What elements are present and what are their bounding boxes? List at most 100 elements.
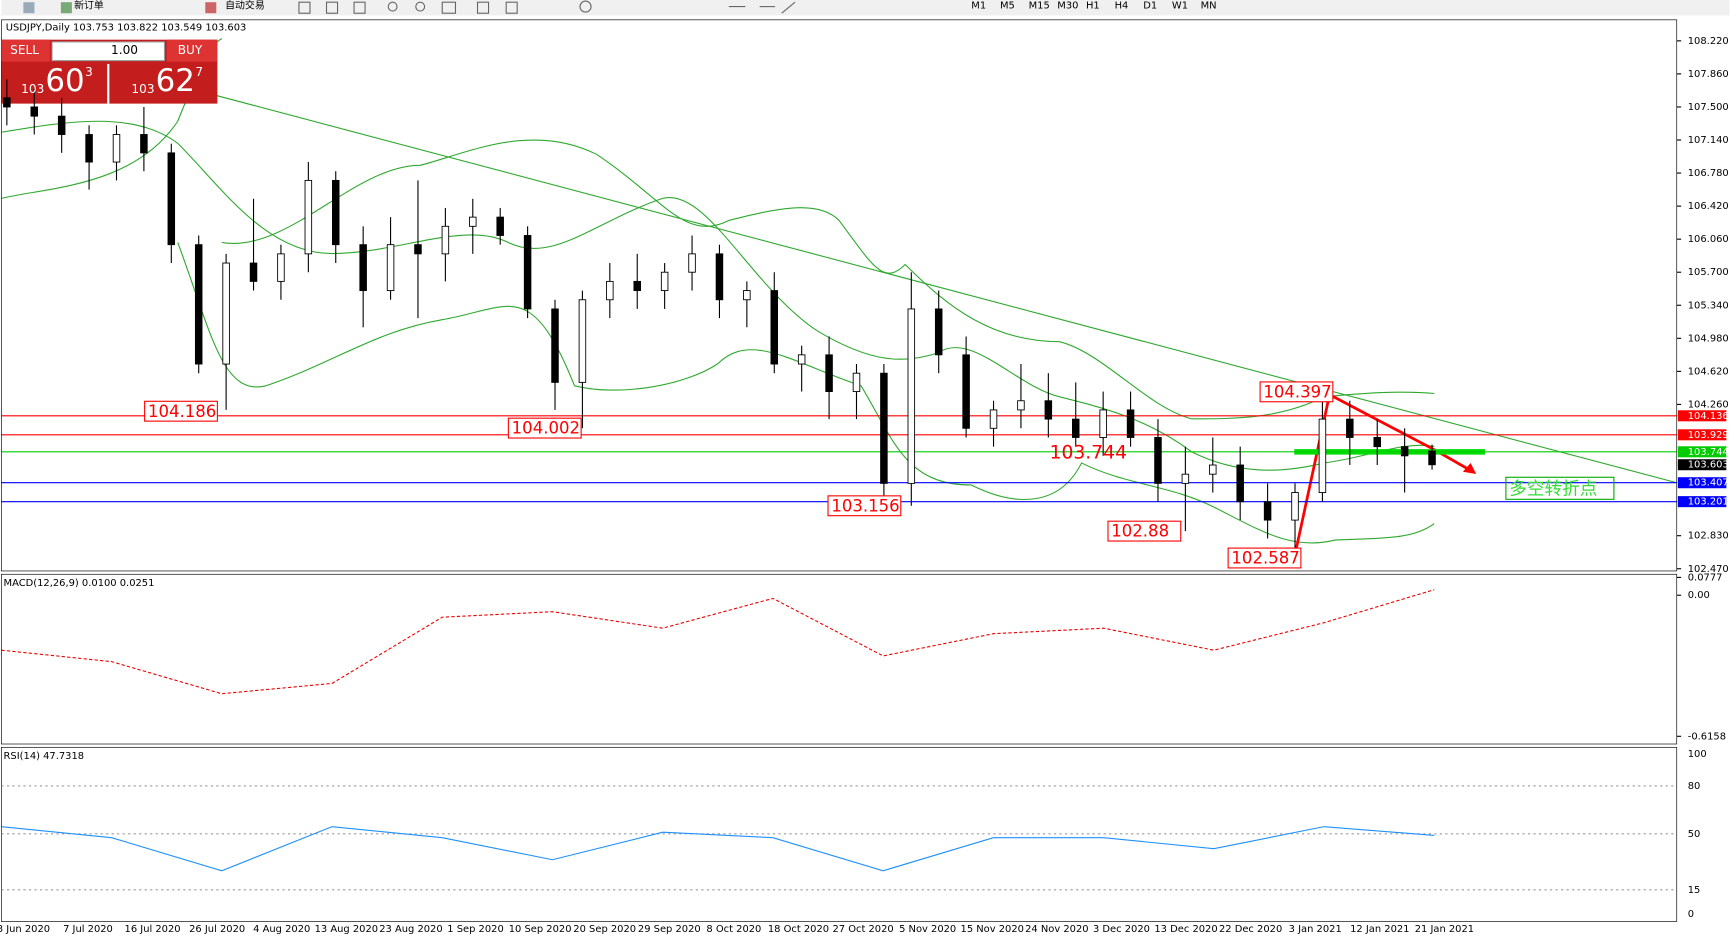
price-annotation: 102.587 xyxy=(1231,549,1299,568)
date-label: 8 Jun 2020 xyxy=(0,924,50,935)
lot-value[interactable]: 1.00 xyxy=(111,43,138,57)
candle-body xyxy=(1263,501,1272,521)
price-annotation-box xyxy=(144,400,218,422)
price-annotation-box xyxy=(1227,547,1302,569)
candle-body xyxy=(386,244,395,292)
candle-body xyxy=(1154,437,1162,484)
date-label: 10 Sep 2020 xyxy=(509,924,572,935)
macd-window xyxy=(1,573,1678,745)
date-label: 1 Sep 2020 xyxy=(447,924,503,935)
price-annotation: 104.397 xyxy=(1263,382,1331,401)
candle-body xyxy=(1017,400,1025,411)
bid-pip: 3 xyxy=(85,65,93,79)
timeframe-button[interactable]: MN xyxy=(1201,1,1217,12)
candle-body xyxy=(660,271,669,292)
candle-body xyxy=(1346,418,1354,438)
candle-body xyxy=(140,134,148,154)
ask-main: 62 xyxy=(156,63,195,99)
candle-body xyxy=(551,308,559,383)
date-label: 3 Jan 2021 xyxy=(1289,924,1342,935)
current-price: 103.603 xyxy=(1688,460,1729,471)
date-label: 20 Sep 2020 xyxy=(573,924,636,935)
date-label: 7 Jul 2020 xyxy=(63,924,113,935)
candle-body xyxy=(1318,418,1327,493)
price-annotation: 104.002 xyxy=(512,419,580,438)
candle-body xyxy=(934,308,943,356)
timeframe-button[interactable]: M1 xyxy=(971,1,986,12)
level-tag xyxy=(1677,446,1727,458)
candle-body xyxy=(688,253,696,273)
level-label: 103.929 xyxy=(1688,430,1729,441)
timeframe-button[interactable]: M15 xyxy=(1029,1,1050,12)
timeframe-button[interactable]: H1 xyxy=(1086,1,1100,12)
date-label: 21 Jan 2021 xyxy=(1415,924,1474,935)
level-tag xyxy=(1677,429,1727,441)
sell-button[interactable] xyxy=(1,39,50,62)
date-label: 29 Sep 2020 xyxy=(638,924,701,935)
note-box xyxy=(1505,476,1615,500)
price-tick-label: 105.340 xyxy=(1688,300,1729,311)
candle-body xyxy=(249,262,258,282)
date-label: 16 Jul 2020 xyxy=(125,924,181,935)
buy-label[interactable]: BUY xyxy=(178,43,203,57)
bid-prefix: 103 xyxy=(21,82,44,96)
sell-label[interactable]: SELL xyxy=(10,43,39,57)
price-annotation-box xyxy=(1259,381,1334,403)
timeframe-button[interactable]: D1 xyxy=(1143,1,1157,12)
auto-trading-button[interactable]: 自动交易 xyxy=(225,0,265,12)
main-chart xyxy=(1,19,1678,572)
price-annotation-box xyxy=(1107,520,1182,542)
price-annotation: 104.186 xyxy=(148,402,216,421)
candle-body xyxy=(222,262,230,365)
bid-main: 60 xyxy=(45,63,84,99)
candle-body xyxy=(469,216,477,227)
candle-body xyxy=(715,253,724,301)
candle-body xyxy=(277,253,285,282)
date-label: 4 Aug 2020 xyxy=(253,924,310,935)
level-label: 103.744 xyxy=(1688,447,1729,458)
candle-body xyxy=(797,354,806,365)
date-label: 5 Nov 2020 xyxy=(899,924,956,935)
candle-body xyxy=(1044,400,1053,420)
candle-body xyxy=(825,354,833,393)
candle-body xyxy=(1373,437,1381,448)
timeframe-button[interactable]: M5 xyxy=(1000,1,1015,12)
price-tick-label: 106.780 xyxy=(1688,168,1729,179)
price-annotation: 103.744 xyxy=(1050,442,1127,463)
candle-body xyxy=(1072,418,1080,438)
candle-body xyxy=(57,115,66,135)
price-annotation-box xyxy=(827,495,902,517)
price-annotation-box xyxy=(507,417,582,439)
toolbar-icon[interactable] xyxy=(23,2,35,14)
date-label: 23 Aug 2020 xyxy=(379,924,442,935)
level-tag xyxy=(1677,410,1727,422)
candle-body xyxy=(414,244,422,255)
macd-tick-label: 0.0777 xyxy=(1688,572,1723,583)
price-annotation: 103.156 xyxy=(831,496,899,515)
candle-body xyxy=(578,299,587,383)
toolbar-icons xyxy=(298,0,796,14)
candle-body xyxy=(332,179,340,246)
lot-input[interactable] xyxy=(51,41,166,62)
candle-body xyxy=(523,235,532,310)
date-label: 13 Aug 2020 xyxy=(315,924,378,935)
new-order-button[interactable]: 新订单 xyxy=(74,0,104,12)
macd-tick-label: -0.6158 xyxy=(1688,731,1726,742)
timeframe-button[interactable]: H4 xyxy=(1115,1,1129,12)
arrow-head xyxy=(1462,462,1477,474)
toolbar-icon[interactable] xyxy=(205,2,217,14)
price-tick-label: 107.500 xyxy=(1688,102,1729,113)
rsi-tick-label: 0 xyxy=(1688,909,1694,920)
level-label: 103.407 xyxy=(1688,478,1729,489)
price-tick-label: 104.620 xyxy=(1688,366,1729,377)
timeframe-button[interactable]: M30 xyxy=(1057,1,1078,12)
candle-body xyxy=(3,97,11,108)
candle-body xyxy=(359,244,367,292)
toolbar-icon[interactable] xyxy=(60,2,72,14)
rsi-tick-label: 50 xyxy=(1688,829,1701,840)
timeframe-button[interactable]: W1 xyxy=(1172,1,1188,12)
price-tick-label: 105.700 xyxy=(1688,267,1729,278)
date-label: 26 Jul 2020 xyxy=(189,924,245,935)
buy-button[interactable] xyxy=(166,39,218,62)
price-tick-label: 108.220 xyxy=(1688,36,1729,47)
